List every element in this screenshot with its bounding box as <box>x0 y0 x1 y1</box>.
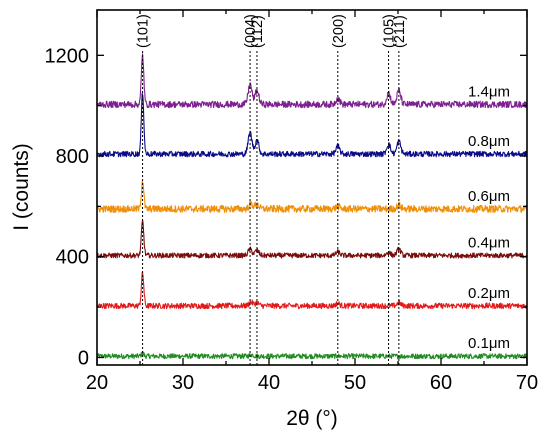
series-line-5 <box>96 53 528 109</box>
series-label-0: 0.1μm <box>468 335 510 352</box>
y-tick-label-0: 0 <box>78 347 89 369</box>
x-tick-label-5: 70 <box>516 372 538 394</box>
x-tick-label-4: 60 <box>430 372 452 394</box>
peak-label-1: (004) <box>243 14 259 48</box>
y-tick-label-1: 400 <box>56 247 89 269</box>
series-line-2 <box>96 219 528 259</box>
series-line-1 <box>96 272 528 310</box>
series-label-3: 0.6μm <box>468 188 510 205</box>
y-axis-title: I (counts) <box>10 143 33 231</box>
series-line-0 <box>96 351 528 360</box>
x-tick-label-2: 40 <box>258 372 280 394</box>
plot-area: 0.1μm 0.2μm 0.4μm 0.6μm 0.8μm 1.4μm <box>96 53 528 360</box>
peak-label-0: (101) <box>136 14 152 48</box>
series-label-4: 0.8μm <box>468 133 510 150</box>
peak-label-4: (105) <box>382 14 398 48</box>
peak-label-3: (200) <box>331 14 347 48</box>
x-tick-label-1: 30 <box>172 372 194 394</box>
reference-lines: (101) (004)(112) (200) (105)(211) <box>136 14 408 365</box>
x-tick-label-0: 20 <box>86 372 108 394</box>
series-label-5: 1.4μm <box>468 83 510 100</box>
x-tick-label-3: 50 <box>344 372 366 394</box>
y-tick-label-3: 1200 <box>45 45 90 67</box>
series-label-2: 0.4μm <box>468 234 510 251</box>
series-line-3 <box>96 180 528 213</box>
series-label-1: 0.2μm <box>468 285 510 302</box>
peak-label-2: (112) <box>250 15 266 48</box>
plot-frame <box>96 9 528 366</box>
x-axis-title: 2θ (°) <box>286 407 338 430</box>
peak-label-5: (211) <box>392 15 408 48</box>
y-tick-label-2: 800 <box>56 146 89 168</box>
axes: 20 30 40 50 60 70 0 400 800 1200 <box>45 9 538 394</box>
series-line-4 <box>96 92 528 158</box>
